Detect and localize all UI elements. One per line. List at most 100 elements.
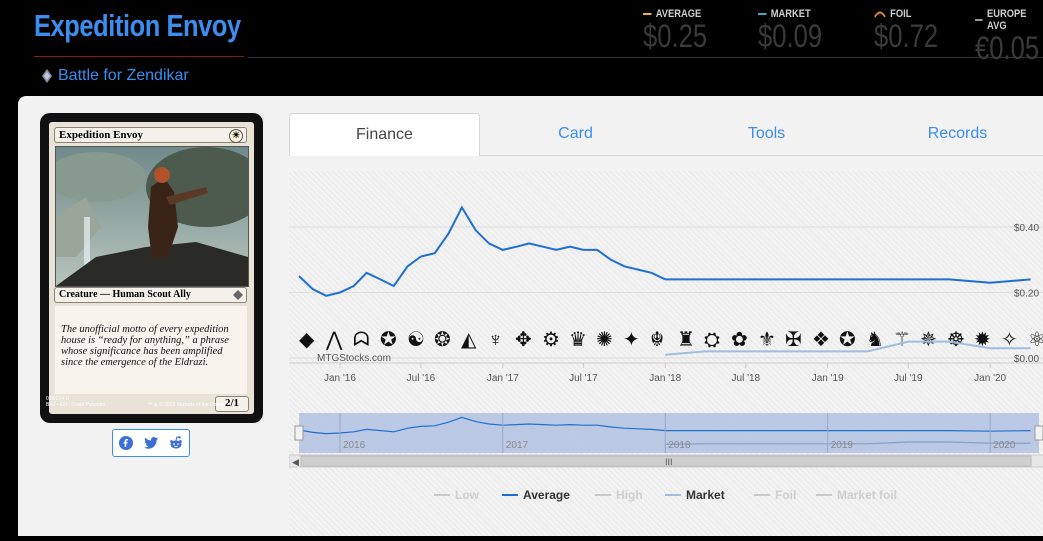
set-release-icons: ◆ ⋀ ᗣ ✪ ☯ ❂ ◭ ♆ ✥ ⚙ ♛ ✺ ✦ ☬ ♜ ⛭ ✿ ⚜ ✠ ❖ ✪ ♞ ⚚ ✵ ☸ ✹ ✧ ⚛ [299, 329, 1043, 351]
price-average: AVERAGE $0.25 [643, 8, 723, 55]
series-line-average [298, 205, 1031, 297]
set-release-icon: ✺ [596, 329, 613, 351]
legend-item-market-foil[interactable]: Market foil [837, 488, 897, 502]
twitter-icon [143, 437, 158, 449]
tab-finance[interactable]: Finance [289, 113, 480, 156]
chart-grid [289, 226, 1043, 359]
facebook-icon [118, 436, 133, 450]
navigator-series-average [298, 416, 1031, 435]
set-release-icon: ❖ [812, 329, 830, 351]
set-release-icon: ⋀ [325, 329, 343, 351]
navigator-tick-label: 2019 [831, 440, 854, 451]
price-market: MARKET $0.09 [758, 8, 838, 55]
header: Expedition Envoy Battle for Zendikar AVE… [0, 0, 1043, 96]
set-release-icon: ♞ [866, 329, 884, 351]
navigator-tick-label: 2016 [343, 440, 366, 451]
set-release-icon: ✠ [785, 329, 802, 351]
scrollbar-grip: III [665, 457, 673, 467]
tab-card[interactable]: Card [558, 125, 593, 142]
set-release-icon: ✿ [731, 329, 748, 351]
legend-item-high[interactable]: High [616, 488, 643, 502]
card-image[interactable]: Expedition Envoy ☀ [40, 113, 263, 423]
scrollbar-thumb[interactable] [300, 455, 1032, 467]
price-europe: EUROPE AVG €0.05 [975, 8, 1043, 67]
price-average-value: $0.25 [643, 18, 708, 54]
header-divider [248, 57, 1043, 58]
chart-legend: Low Average High Market Foil Market foil [434, 488, 897, 502]
set-release-icon: ᗣ [353, 329, 370, 351]
navigator-handle-left[interactable] [294, 425, 304, 441]
social-share [112, 429, 190, 457]
y-tick-label: $0.20 [1014, 289, 1039, 300]
price-chart[interactable]: ◆ ⋀ ᗣ ✪ ☯ ❂ ◭ ♆ ✥ ⚙ ♛ ✺ ✦ ☬ ♜ ⛭ ✿ ⚜ ✠ ❖ ✪ ♞ ⚚ ✵ ☸ ✹ ✧ ⚛ MTGStocks.c… [288, 171, 1043, 536]
page-title: Expedition Envoy [34, 8, 241, 43]
card-set-code-text: BFZ • EN [46, 402, 67, 408]
average-dash [643, 13, 652, 15]
x-tick-label: Jul '16 [407, 373, 436, 384]
white-mana-icon: ☀ [229, 129, 243, 143]
set-release-icon: ❂ [434, 329, 451, 351]
price-chart-svg: ◆ ⋀ ᗣ ✪ ☯ ❂ ◭ ♆ ✥ ⚙ ♛ ✺ ✦ ☬ ♜ ⛭ ✿ ⚜ ✠ ❖ ✪ ♞ ⚚ ✵ ☸ ✹ ✧ ⚛ MTGStocks.c… [288, 205, 1043, 502]
x-tick-label: Jul '19 [894, 373, 923, 384]
legend-item-low[interactable]: Low [455, 488, 480, 502]
set-release-icon: ⚜ [758, 329, 776, 351]
navigator-tick-label: 2020 [993, 440, 1016, 451]
x-tick-label: Jan '19 [812, 373, 844, 384]
set-release-icon: ♜ [677, 329, 695, 351]
navigator-selection [299, 413, 1039, 453]
card-type-line: Creature — Human Scout Ally [59, 289, 191, 300]
set-release-icon: ◭ [461, 329, 477, 351]
chart-navigator: 2016 2017 2018 2019 2020 ◀ III [288, 413, 1043, 468]
main-panel: Expedition Envoy ☀ [18, 96, 1043, 536]
set-link[interactable]: Battle for Zendikar [42, 67, 189, 85]
legend-item-average[interactable]: Average [523, 488, 570, 502]
market-dash [758, 13, 767, 15]
price-foil-value: $0.72 [874, 18, 939, 54]
x-tick-label: Jan '20 [974, 373, 1006, 384]
y-tick-label: $0.00 [1014, 354, 1039, 365]
set-release-icon: ♛ [569, 329, 587, 351]
card-type-bar: Creature — Human Scout Ally [54, 287, 247, 303]
set-release-icon: ⛭ [704, 329, 720, 351]
navigator-tick-label: 2018 [668, 440, 691, 451]
card-name-bar: Expedition Envoy ☀ [54, 127, 247, 143]
bfz-set-icon [233, 290, 243, 300]
series-line-market [665, 340, 1031, 356]
card-power-toughness: 2/1 [215, 396, 249, 412]
x-tick-label: Jan '18 [649, 373, 681, 384]
twitter-button[interactable] [143, 435, 159, 451]
price-average-label: AVERAGE [655, 8, 702, 20]
card-flavor-text: The unofficial motto of every expedition… [55, 306, 247, 394]
legend-item-foil[interactable]: Foil [775, 488, 796, 502]
set-release-icon: ◆ [299, 329, 315, 351]
facebook-button[interactable] [118, 435, 134, 451]
card-art [55, 146, 249, 287]
x-tick-label: Jul '17 [569, 373, 598, 384]
price-market-label: MARKET [770, 8, 811, 20]
price-europe-label: EUROPE AVG [987, 8, 1027, 32]
chart-watermark: MTGStocks.com [317, 353, 391, 364]
scroll-left-arrow: ◀ [292, 457, 299, 467]
tab-tools[interactable]: Tools [747, 125, 786, 142]
navigator-series-market [665, 441, 1031, 445]
legend-item-market[interactable]: Market [686, 488, 725, 502]
card-collector: 024/274 U [46, 396, 70, 402]
foil-icon [874, 11, 886, 18]
y-tick-label: $0.40 [1014, 223, 1039, 234]
tab-bar: Finance Card Tools Records [289, 113, 1043, 156]
set-release-icon: ✵ [920, 329, 937, 351]
set-release-icon: ✪ [839, 329, 856, 351]
tab-records[interactable]: Records [927, 125, 988, 142]
x-axis-ticks: Jan '16 Jul '16 Jan '17 Jul '17 Jan '18 Jul '… [289, 362, 1043, 384]
card-copyright: ™ & © 2015 Wizards of the Coast [147, 402, 223, 408]
navigator-handle-right[interactable] [1034, 425, 1043, 441]
europe-dash [975, 19, 983, 21]
set-release-icon: ☯ [407, 329, 425, 351]
set-release-icon: ⚚ [893, 329, 911, 351]
reddit-button[interactable] [168, 435, 184, 451]
chart-series [298, 205, 1031, 356]
set-release-icon: ✦ [623, 329, 640, 351]
x-tick-label: Jan '16 [324, 373, 356, 384]
y-axis-ticks: $0.40 $0.20 $0.00 [1014, 223, 1039, 365]
x-tick-label: Jan '17 [487, 373, 519, 384]
